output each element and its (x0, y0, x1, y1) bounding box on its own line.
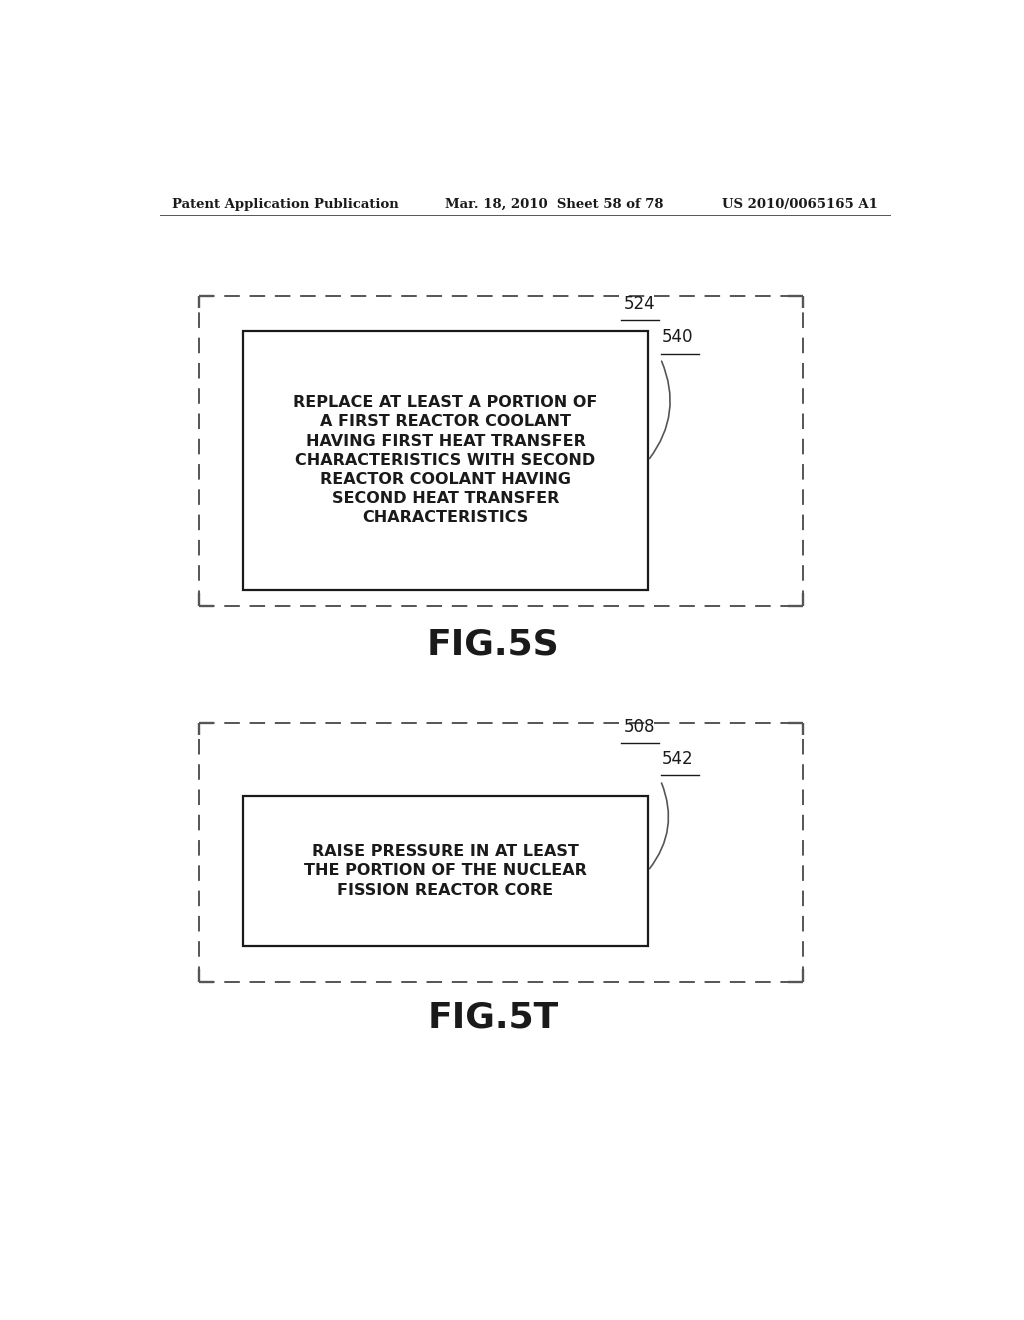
Text: US 2010/0065165 A1: US 2010/0065165 A1 (722, 198, 878, 211)
Bar (243, 331, 648, 590)
Text: FIG.5S: FIG.5S (427, 627, 559, 661)
Text: REPLACE AT LEAST A PORTION OF
A FIRST REACTOR COOLANT
HAVING FIRST HEAT TRANSFER: REPLACE AT LEAST A PORTION OF A FIRST RE… (293, 395, 598, 525)
Text: 540: 540 (663, 329, 693, 346)
Text: Patent Application Publication: Patent Application Publication (172, 198, 398, 211)
Text: Mar. 18, 2010  Sheet 58 of 78: Mar. 18, 2010 Sheet 58 of 78 (445, 198, 664, 211)
Text: 508: 508 (624, 718, 655, 735)
Text: 524: 524 (624, 294, 655, 313)
Text: FIG.5T: FIG.5T (427, 1001, 559, 1035)
Text: 542: 542 (663, 750, 693, 768)
Text: RAISE PRESSURE IN AT LEAST
THE PORTION OF THE NUCLEAR
FISSION REACTOR CORE: RAISE PRESSURE IN AT LEAST THE PORTION O… (304, 845, 587, 898)
Bar (243, 796, 648, 946)
